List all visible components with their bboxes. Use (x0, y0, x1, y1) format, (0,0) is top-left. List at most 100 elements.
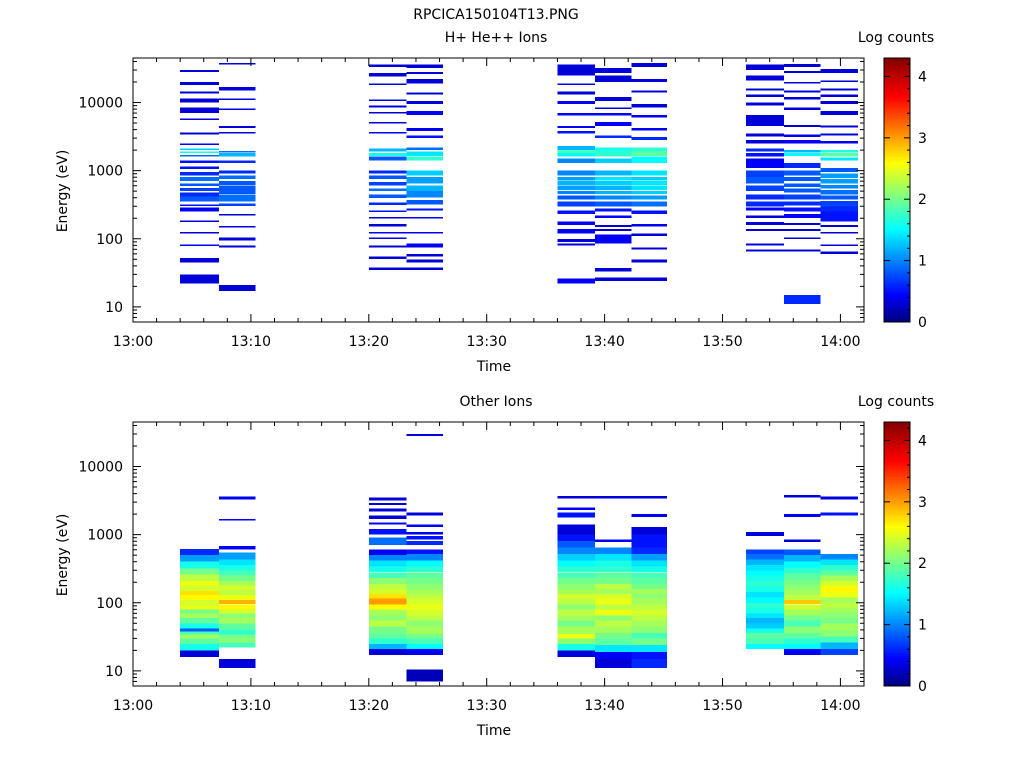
heatmap-cell (783, 615, 821, 621)
heatmap-cell (406, 232, 443, 234)
colorbar-segment (884, 584, 910, 588)
heatmap-cell (746, 115, 784, 127)
panel-1-x-axis-label: Time (476, 359, 511, 375)
heatmap-cell (595, 97, 632, 102)
colorbar-segment (884, 536, 910, 540)
heatmap-cell (368, 210, 407, 212)
heatmap-cell (595, 228, 632, 231)
heatmap-cell (820, 157, 859, 161)
colorbar-segment (884, 262, 910, 266)
heatmap-cell (219, 559, 256, 565)
heatmap-cell (631, 195, 668, 200)
heatmap-cell (368, 549, 407, 556)
heatmap-cell (783, 150, 821, 153)
heatmap-cell (219, 617, 256, 624)
heatmap-cell (557, 150, 596, 154)
colorbar-segment (884, 496, 910, 500)
colorbar-segment (884, 119, 910, 123)
heatmap-cell (368, 583, 407, 589)
heatmap-cell (820, 591, 859, 598)
colorbar-segment (884, 435, 910, 438)
heatmap-cell (595, 147, 632, 152)
heatmap-cell (180, 204, 220, 207)
heatmap-cell (595, 185, 632, 190)
colorbar-segment (884, 466, 910, 469)
heatmap-cell (219, 214, 256, 216)
colorbar-segment (884, 580, 910, 584)
panel-1-title: H+ He++ Ions (445, 30, 548, 46)
colorbar-segment (884, 534, 910, 537)
heatmap-cell (746, 591, 784, 598)
heatmap-cell (219, 63, 256, 65)
heatmap-cell (820, 150, 859, 153)
heatmap-cell (595, 583, 632, 589)
colorbar-segment (884, 516, 910, 520)
heatmap-cell (180, 580, 220, 586)
colorbar-segment (884, 617, 910, 621)
colorbar-segment (884, 635, 910, 639)
heatmap-cell (557, 201, 596, 207)
heatmap-cell (557, 126, 596, 129)
heatmap-cell (631, 191, 668, 195)
colorbar-segment (884, 284, 910, 288)
heatmap-cell (557, 507, 596, 510)
colorbar-segment (884, 422, 910, 425)
heatmap-cell (595, 560, 632, 567)
heatmap-cell (595, 195, 632, 200)
heatmap-cell (783, 194, 821, 200)
heatmap-cell (406, 554, 443, 561)
heatmap-cell (180, 628, 220, 632)
heatmap-cell (595, 151, 632, 157)
heatmap-cell (783, 188, 821, 193)
colorbar-segment (884, 644, 910, 647)
heatmap-cell (368, 537, 407, 546)
heatmap-cell (180, 609, 220, 614)
colorbar-segment (884, 198, 910, 202)
heatmap-cell (180, 258, 220, 263)
colorbar-segment (884, 223, 910, 226)
colorbar-segment (884, 113, 910, 116)
heatmap-cell (820, 69, 859, 74)
heatmap-cell (595, 201, 632, 207)
colorbar-segment (884, 604, 910, 608)
heatmap-cell (557, 609, 596, 616)
heatmap-cell (746, 228, 784, 231)
heatmap-cell (368, 256, 407, 260)
heatmap-cell (180, 643, 220, 651)
heatmap-cell (406, 633, 443, 639)
colorbar-segment (884, 538, 910, 542)
heatmap-cell (820, 629, 859, 637)
heatmap-cell (557, 170, 596, 176)
heatmap-cell (557, 534, 596, 542)
colorbar-segment (884, 319, 910, 323)
colorbar-segment (884, 463, 910, 467)
colorbar-segment (884, 558, 910, 562)
heatmap-cell (406, 572, 443, 579)
heatmap-cell (180, 70, 220, 72)
colorbar-segment (884, 286, 910, 290)
colorbar-segment (884, 77, 910, 81)
heatmap-cell (631, 185, 668, 190)
heatmap-cell (631, 181, 668, 185)
panel-2-data (180, 434, 859, 682)
heatmap-cell (219, 237, 256, 241)
colorbar-segment (884, 554, 910, 557)
colorbar-segment (884, 576, 910, 579)
heatmap-cell (595, 593, 632, 599)
colorbar-segment (884, 220, 910, 224)
panel-2-y-axis-label: Energy (eV) (55, 514, 71, 597)
heatmap-cell (406, 626, 443, 634)
colorbar-segment (884, 201, 910, 204)
heatmap-cell (368, 188, 407, 192)
colorbar-segment (884, 642, 910, 645)
heatmap-cell (820, 564, 859, 571)
colorbar-segment (884, 545, 910, 548)
colorbar-segment (884, 192, 910, 195)
heatmap-cell (180, 634, 220, 639)
colorbar-segment (884, 512, 910, 515)
heatmap-cell (406, 267, 443, 270)
heatmap-cell (219, 595, 256, 600)
heatmap-cell (595, 539, 632, 542)
heatmap-cell (746, 64, 784, 70)
